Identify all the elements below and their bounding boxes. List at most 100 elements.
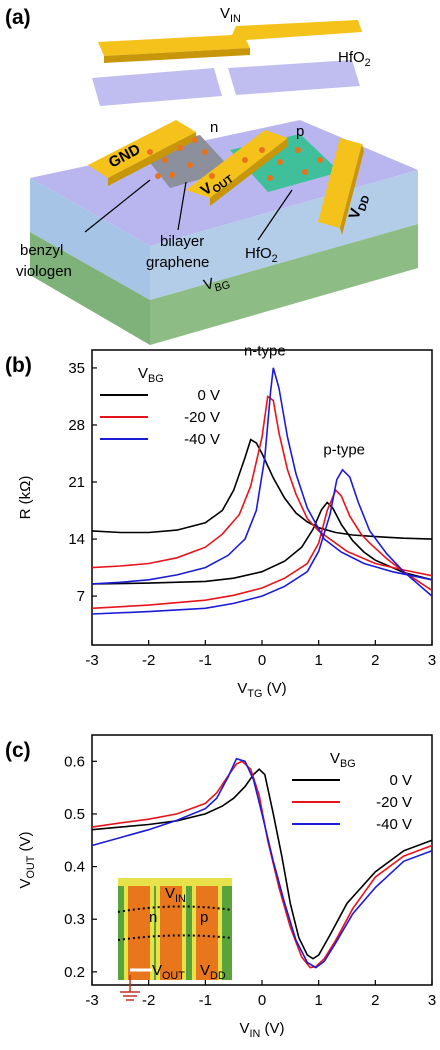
inset-electrode: [196, 885, 218, 980]
diagram-label-part: 2: [272, 253, 278, 265]
data-line: [91, 468, 433, 615]
x-tick-label: 3: [428, 992, 436, 1009]
diagram-label: p: [296, 123, 304, 140]
x-axis-label-part: V: [237, 680, 247, 697]
legend-label: -40 V: [376, 816, 412, 833]
electrode-side: [210, 138, 288, 206]
inset-electrode: [128, 885, 150, 980]
inset-label: VOUT: [152, 962, 185, 982]
inset-label-part: V: [152, 962, 162, 979]
substrate-front: [150, 170, 418, 300]
annotation: n-type: [244, 343, 286, 360]
panel-label: (b): [5, 354, 32, 377]
diagram-label: VDD: [346, 191, 373, 222]
legend-label: 0 V: [389, 772, 412, 789]
data-line: [91, 768, 433, 960]
legend-label: -20 V: [184, 409, 220, 426]
legend-title-part: V: [138, 365, 148, 382]
annotation: p-type: [323, 441, 365, 458]
top-gate-side: [104, 48, 250, 63]
diagram-label: bilayer: [160, 233, 204, 250]
electrode-side: [108, 132, 196, 186]
inset-label: VIN: [165, 885, 186, 905]
data-line: [91, 757, 433, 969]
inset-label: p: [200, 909, 208, 926]
substrate-front-green: [150, 224, 418, 345]
panel-label: (c): [5, 739, 31, 762]
top-gate: [98, 20, 362, 56]
data-line: [91, 367, 433, 585]
inset-label: n: [149, 909, 157, 926]
x-tick-label: 3: [428, 652, 436, 669]
legend-title: VBG: [138, 365, 164, 385]
inset-label-part: V: [200, 962, 210, 979]
x-axis-label-part: (V): [262, 680, 286, 697]
inset-top-bar: [118, 878, 232, 886]
x-axis-label-part: IN: [250, 1028, 261, 1040]
legend-title-part: BG: [148, 373, 164, 385]
x-tick-label: -1: [199, 652, 212, 669]
data-line: [91, 488, 433, 610]
x-tick-label: -2: [142, 992, 155, 1009]
x-tick-label: -2: [142, 652, 155, 669]
diagram-label-part: IN: [230, 13, 241, 25]
legend-title-part: BG: [340, 758, 356, 770]
y-tick-label: 0.4: [64, 859, 85, 876]
substrate-left: [30, 178, 150, 300]
y-tick-label: 28: [68, 417, 85, 434]
data-line: [91, 438, 433, 540]
y-tick-label: 0.3: [64, 911, 85, 928]
diagram-label: HfO2: [338, 49, 371, 69]
legend-label: -40 V: [184, 431, 220, 448]
inset-label: VDD: [200, 962, 226, 982]
legend-title: VBG: [330, 750, 356, 770]
diagram-label-part: V: [220, 5, 230, 22]
y-tick-label: 35: [68, 360, 85, 377]
substrate-left-green: [30, 232, 150, 345]
x-tick-label: -1: [199, 992, 212, 1009]
y-tick-label: 0.6: [64, 753, 85, 770]
y-axis-label: VOUT (V): [17, 832, 37, 889]
inset-label-part: IN: [175, 893, 186, 905]
diagram-label-part: HfO: [245, 245, 272, 262]
y-axis-label-part: (V): [17, 832, 34, 856]
inset-electrode: [160, 885, 182, 980]
inset-label-part: DD: [210, 970, 226, 982]
vout-electrode: [186, 130, 288, 198]
panel-label: (a): [5, 6, 31, 29]
diagram-label: viologen: [16, 263, 72, 280]
y-tick-label: 0.2: [64, 964, 85, 981]
hfo2-slab: [228, 60, 360, 95]
diagram-label-part: V: [346, 206, 365, 221]
y-tick-label: 0.5: [64, 806, 85, 823]
x-tick-label: -3: [85, 992, 98, 1009]
gnd-electrode: [88, 120, 196, 178]
x-axis-label: VTG (V): [237, 680, 286, 700]
hfo2-slab: [92, 68, 222, 106]
x-axis-label: VIN (V): [240, 1020, 285, 1040]
vdd-electrode: [318, 138, 362, 228]
x-tick-label: 2: [371, 652, 379, 669]
diagram-label-part: V: [202, 275, 216, 294]
y-axis-label-part: OUT: [25, 855, 37, 878]
diagram-label-part: BG: [214, 279, 232, 294]
pointer-arrows: [84, 179, 293, 241]
y-tick-label: 14: [68, 531, 85, 548]
diagram-label: benzyl: [20, 242, 63, 259]
x-axis-label-part: TG: [247, 688, 262, 700]
data-line: [91, 501, 433, 585]
diagram-label-part: DD: [356, 194, 372, 213]
y-axis-label-part: V: [17, 878, 34, 888]
x-tick-label: 0: [258, 652, 266, 669]
data-line: [91, 395, 433, 577]
diagram-label: VIN: [220, 5, 241, 25]
x-tick-label: -3: [85, 652, 98, 669]
x-tick-label: 0: [258, 992, 266, 1009]
diagram-label: graphene: [146, 254, 209, 271]
diagram-label: VBG: [202, 271, 232, 297]
